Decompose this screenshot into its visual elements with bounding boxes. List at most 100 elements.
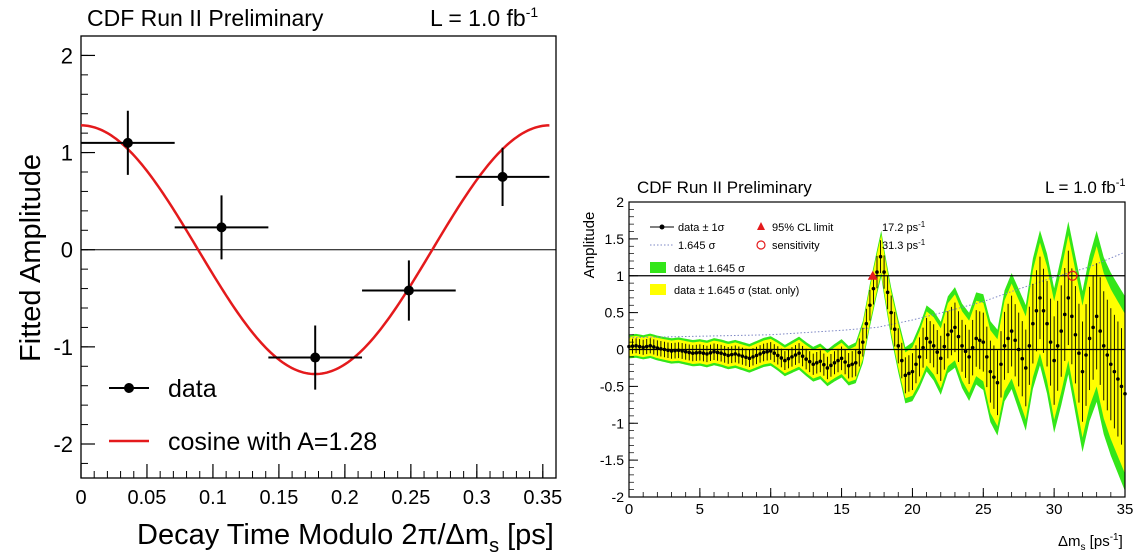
right-y-tick-label: -2 — [612, 489, 625, 505]
legend-green-box — [650, 262, 666, 273]
left-x-tick-label: 0.3 — [463, 487, 491, 509]
right-data-point — [1009, 329, 1014, 333]
right-data-point — [832, 360, 837, 365]
right-data-point — [747, 356, 752, 361]
right-data-point — [1094, 314, 1099, 319]
legend-green-label: data ± 1.645 σ — [674, 263, 745, 275]
left-y-tick-label: 1 — [61, 141, 73, 166]
right-sensitivity-marker — [1067, 270, 1078, 281]
right-data-point — [843, 360, 847, 364]
left-x-tick-label: 0.1 — [199, 487, 227, 509]
right-data-point — [942, 344, 947, 349]
right-data-point — [1066, 296, 1071, 300]
left-y-tick-label: 0 — [61, 238, 73, 263]
right-data-point — [683, 349, 688, 354]
left-x-axis-label: Decay Time Modulo 2π/Δms [ps] — [137, 519, 554, 557]
right-data-point — [1109, 362, 1113, 367]
legend-cl-limit-value: 17.2 ps-1 — [882, 220, 926, 234]
left-plot-frame — [80, 35, 557, 479]
right-chart: CDF Run II Preliminary L = 1.0 fb-1 0 5 10… — [581, 177, 1133, 553]
right-data-point — [1080, 369, 1085, 374]
right-data-point — [1031, 321, 1035, 326]
left-y-tick-label: -2 — [53, 432, 73, 457]
right-data-point — [1073, 332, 1078, 337]
left-x-tick-label: 0.35 — [523, 487, 562, 509]
legend-data-label: data — [168, 375, 217, 403]
right-data-point — [793, 353, 798, 357]
right-data-point — [694, 351, 699, 355]
right-data-point — [733, 352, 738, 356]
right-y-tick-label: 0.5 — [605, 305, 625, 321]
right-data-point — [722, 352, 727, 357]
right-data-point — [921, 345, 925, 350]
right-data-point — [1002, 344, 1007, 348]
left-y-tick-label: 2 — [61, 43, 73, 68]
right-x-tick-label: 25 — [975, 501, 992, 518]
right-data-point — [630, 344, 635, 348]
right-data-point — [666, 348, 670, 353]
legend-dotted-label: 1.645 σ — [678, 240, 716, 252]
right-data-point — [853, 360, 858, 365]
right-data-point — [871, 286, 876, 291]
right-data-point — [687, 350, 692, 355]
right-data-point — [751, 355, 755, 359]
right-data-point — [892, 327, 897, 332]
right-data-point — [1027, 344, 1032, 348]
legend-cl-limit-triangle — [757, 222, 765, 230]
right-legend: data ± 1σ 95% CL limit 17.2 ps-1 1.645 σ… — [650, 220, 926, 297]
right-data-point — [1052, 358, 1056, 363]
right-data-point — [956, 334, 961, 339]
right-data-point — [673, 348, 677, 353]
right-data-point — [804, 357, 808, 361]
left-luminosity: L = 1.0 fb-1 — [430, 4, 538, 31]
right-x-tick-label: 20 — [904, 501, 921, 518]
right-luminosity: L = 1.0 fb-1 — [1045, 177, 1126, 197]
left-x-tick-label: 0 — [75, 487, 86, 509]
right-data-point — [861, 340, 865, 344]
right-cl-limit-marker — [867, 270, 878, 280]
right-data-point — [839, 356, 844, 361]
right-data-point — [825, 366, 830, 370]
right-y-tick-label: 1 — [616, 268, 624, 284]
right-data-point — [999, 362, 1003, 367]
right-data-point — [1013, 338, 1017, 343]
right-data-point — [708, 351, 713, 355]
right-dotted-curve — [628, 251, 1126, 339]
right-data-point — [786, 356, 791, 361]
right-data-point — [768, 349, 773, 353]
legend-data-marker — [124, 383, 134, 393]
legend-sensitivity-value: 31.3 ps-1 — [882, 238, 926, 252]
right-data-point — [931, 344, 936, 348]
left-chart-title: CDF Run II Preliminary — [87, 5, 324, 31]
right-data-point — [1048, 340, 1053, 344]
right-data-point — [977, 338, 982, 343]
right-data-point — [1105, 353, 1110, 357]
right-data-point — [900, 358, 904, 363]
right-data-point — [729, 352, 734, 357]
right-data-point — [783, 358, 787, 363]
right-data-point — [938, 356, 943, 361]
left-data-points — [81, 110, 550, 390]
right-markers — [867, 270, 1078, 281]
legend-sensitivity-label: sensitivity — [772, 240, 820, 252]
right-data-point — [662, 347, 667, 352]
right-data-point — [1098, 329, 1102, 333]
right-data-point — [676, 348, 681, 353]
right-data-point — [896, 344, 901, 348]
right-x-tick-label: 0 — [625, 501, 633, 518]
right-data-point — [814, 360, 819, 365]
right-data-point — [776, 353, 780, 358]
right-data-point — [1091, 325, 1095, 330]
right-data-point — [634, 344, 638, 348]
legend-cosine-label: cosine with A=1.28 — [168, 428, 377, 456]
right-data-point — [758, 352, 762, 356]
left-x-tick-label: 0.2 — [331, 487, 359, 509]
right-x-axis-label: Δms [ps-1] — [1058, 532, 1123, 553]
right-x-tick-label: 5 — [696, 501, 704, 518]
right-data-point — [857, 350, 862, 355]
right-data-point — [1119, 384, 1124, 389]
right-data-point — [797, 351, 801, 355]
right-data-point — [641, 345, 645, 350]
right-data-point — [1062, 312, 1067, 317]
